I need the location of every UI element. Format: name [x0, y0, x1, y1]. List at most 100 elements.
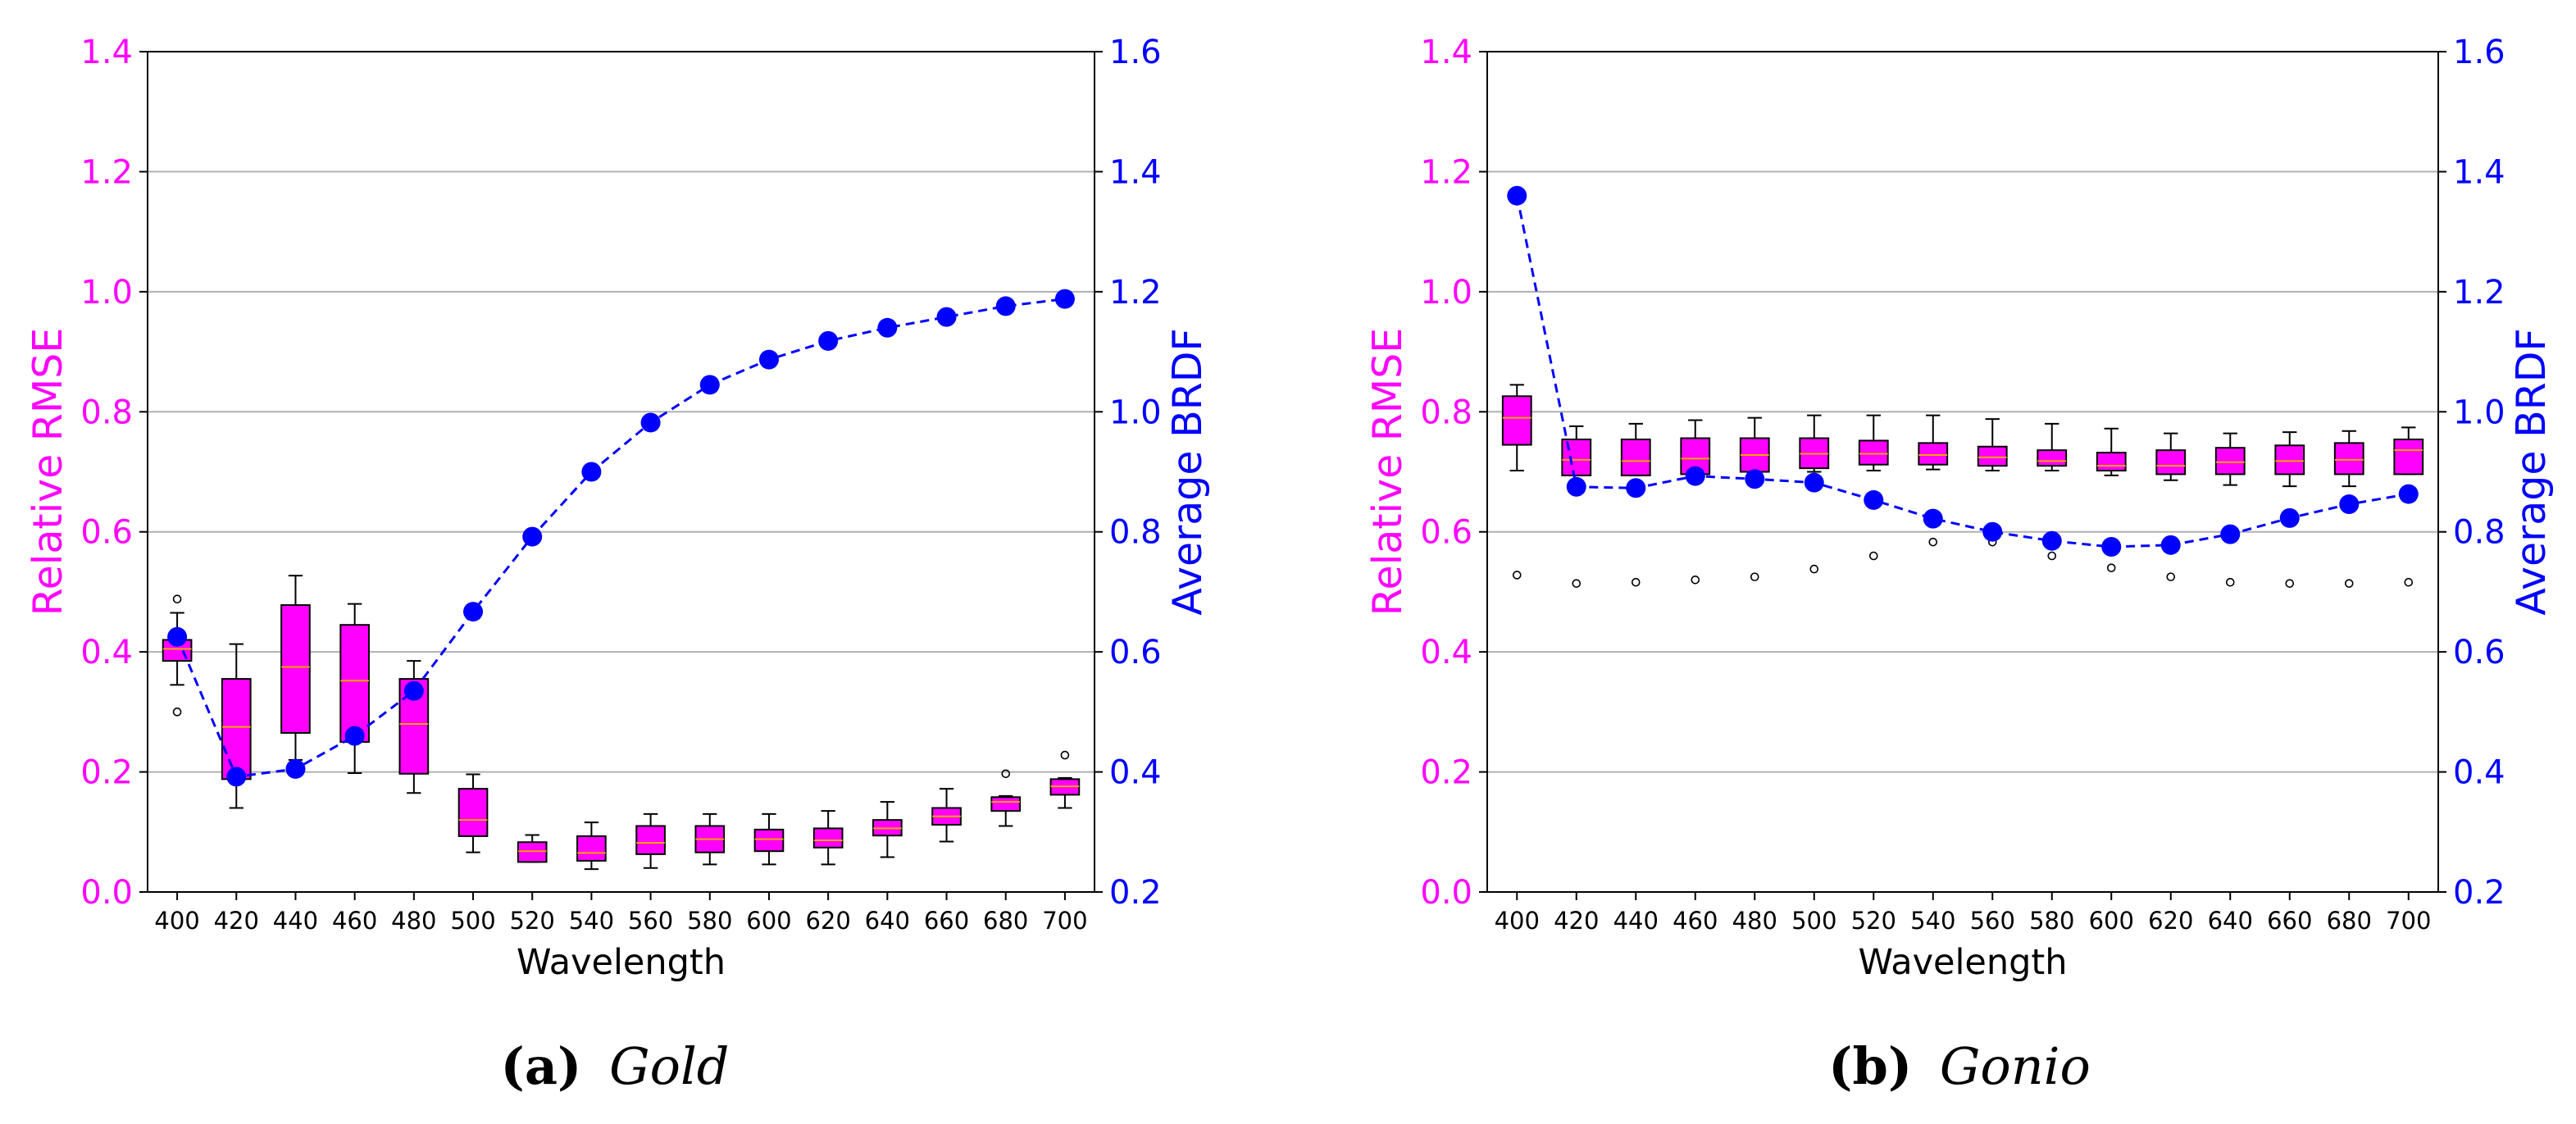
- left-tick-label: 1.2: [80, 153, 133, 191]
- box-iqr: [1858, 439, 1889, 466]
- left-tick-label: 0.4: [80, 634, 133, 671]
- brdf-point-580: [2041, 530, 2062, 551]
- box-iqr: [1561, 438, 1592, 476]
- brdf-point-400: [167, 626, 188, 647]
- x-tick-label: 520: [1851, 907, 1896, 935]
- x-tick-label: 480: [391, 907, 436, 935]
- box-iqr: [2274, 444, 2305, 476]
- right-tick-label: 1.0: [1109, 394, 1162, 431]
- x-axis-label: Wavelength: [1858, 942, 2067, 983]
- boxplot-700: [2393, 426, 2424, 587]
- x-tick-label: 500: [450, 907, 495, 935]
- box-iqr: [517, 841, 548, 863]
- brdf-point-540: [1923, 508, 1943, 529]
- boxplot-640: [872, 801, 903, 858]
- caption-a-label: (a): [501, 1036, 582, 1096]
- x-tick-label: 620: [2148, 907, 2193, 935]
- x-tick-label: 540: [1910, 907, 1955, 935]
- brdf-point-660: [2279, 507, 2300, 528]
- boxplot-500: [457, 773, 489, 853]
- flier: [1928, 537, 1938, 547]
- flier: [1631, 577, 1641, 587]
- x-tick-label: 700: [1042, 907, 1087, 935]
- y-axis-label-right: Average BRDF: [1164, 328, 1211, 615]
- x-tick-label: 600: [746, 907, 791, 935]
- boxplot-580: [694, 812, 726, 866]
- x-tick-label: 680: [2327, 907, 2372, 935]
- box-iqr: [2155, 449, 2187, 476]
- brdf-point-500: [1804, 472, 1824, 493]
- right-tick-label: 1.2: [2453, 274, 2505, 312]
- flier: [2047, 551, 2057, 561]
- x-tick-label: 440: [273, 907, 318, 935]
- box-iqr: [2393, 438, 2424, 476]
- flier: [1060, 750, 1070, 760]
- box-iqr: [1977, 445, 2008, 467]
- left-tick-label: 1.4: [1420, 34, 1472, 71]
- right-tick-label: 0.4: [2453, 754, 2505, 792]
- caption-b-name: Gonio: [1940, 1036, 2091, 1096]
- boxplot-660: [2274, 431, 2305, 588]
- x-tick-label: 660: [2267, 907, 2312, 935]
- left-tick-label: 1.0: [1420, 274, 1472, 312]
- right-tick-label: 1.0: [2453, 394, 2505, 431]
- brdf-point-580: [699, 375, 720, 395]
- right-tick-label: 0.6: [1109, 634, 1162, 671]
- chart-panel-gold: 0.0 0.2 0.4 0.6 0.8 1.0 1.2 1.4 0.2 0.4 0.6 0.8 1.0 1…: [25, 34, 1211, 983]
- brdf-point-500: [463, 602, 484, 622]
- brdf-point-460: [1685, 466, 1705, 486]
- x-axis-label: Wavelength: [517, 942, 726, 983]
- caption-b-label: (b): [1828, 1036, 1912, 1096]
- boxplot-400: [162, 594, 193, 717]
- flier: [2166, 572, 2176, 581]
- x-tick-label: 580: [687, 907, 732, 935]
- boxplot-480: [1739, 416, 1770, 581]
- box-iqr: [635, 825, 666, 855]
- brdf-point-640: [877, 317, 898, 338]
- flier: [172, 594, 182, 604]
- flier: [2344, 579, 2354, 588]
- flier: [1868, 551, 1878, 561]
- right-tick-label: 0.2: [1109, 874, 1162, 912]
- boxplot-460: [339, 603, 370, 775]
- left-tick-label: 1.0: [80, 274, 133, 312]
- boxplot-440: [1620, 422, 1651, 587]
- box-iqr: [2096, 452, 2127, 472]
- right-tick-label: 1.4: [1109, 153, 1162, 191]
- brdf-point-700: [2398, 484, 2419, 504]
- brdf-point-480: [403, 680, 424, 701]
- caption-b: (b) Gonio: [1828, 1036, 2091, 1096]
- boxplot-400: [1501, 384, 1532, 580]
- box-iqr: [1501, 395, 1532, 446]
- box-iqr: [280, 604, 311, 734]
- x-tick-label: 420: [1554, 907, 1599, 935]
- y-axis-label-right: Average BRDF: [2508, 328, 2555, 615]
- box-iqr: [576, 835, 607, 862]
- brdf-point-540: [581, 462, 602, 482]
- x-tick-label: 400: [1495, 907, 1540, 935]
- flier: [172, 708, 182, 717]
- left-tick-label: 0.0: [80, 874, 133, 912]
- x-tick-label: 460: [1673, 907, 1718, 935]
- x-tick-label: 580: [2029, 907, 2074, 935]
- boxplot-680: [990, 769, 1022, 827]
- brdf-point-420: [1566, 476, 1586, 497]
- brdf-point-620: [2160, 535, 2181, 555]
- x-tick-label: 700: [2386, 907, 2431, 935]
- box-iqr: [2037, 449, 2068, 467]
- x-tick-label: 640: [865, 907, 910, 935]
- box-iqr: [339, 624, 370, 743]
- brdf-point-440: [285, 758, 306, 779]
- boxplot-660: [931, 788, 962, 843]
- brdf-point-520: [522, 526, 543, 547]
- left-tick-label: 0.0: [1420, 874, 1472, 912]
- left-tick-label: 1.2: [1420, 153, 1472, 191]
- flier: [1572, 579, 1582, 588]
- left-tick-label: 0.8: [1420, 394, 1472, 431]
- brdf-point-640: [2220, 524, 2241, 544]
- flier: [1750, 572, 1759, 581]
- x-tick-label: 440: [1613, 907, 1659, 935]
- boxplot-580: [2037, 422, 2068, 561]
- brdf-series-line: [1515, 195, 2410, 548]
